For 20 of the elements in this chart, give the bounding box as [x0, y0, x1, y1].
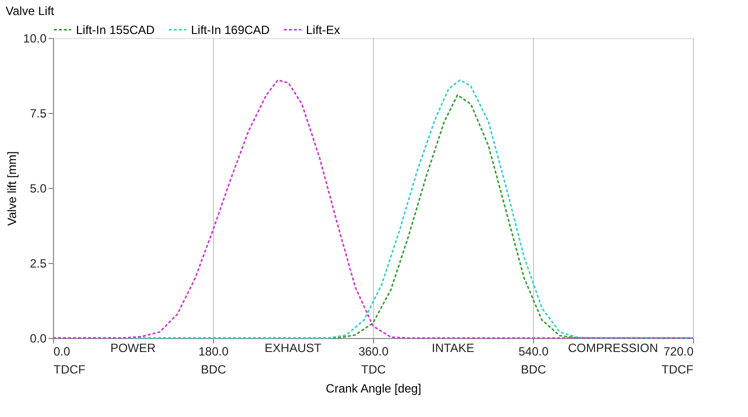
x-tick-label: 180.0 BDC	[198, 344, 229, 376]
text: POWER	[110, 341, 156, 355]
x-tick-label: 0.0 TDCF	[54, 344, 86, 376]
y-axis-title: Valve lift [mm]	[5, 151, 20, 226]
legend-label: Lift-In 169CAD	[191, 22, 270, 37]
x-axis-title: Crank Angle [deg]	[326, 382, 422, 396]
text: COMPRESSION	[568, 341, 658, 355]
x-tick-label: 360.0 TDC	[358, 344, 389, 376]
x-tick-label: 540.0 BDC	[518, 344, 549, 376]
x-tick-label: 720.0 TDCF	[662, 344, 694, 376]
text: INTAKE	[432, 341, 474, 355]
y-tick-label: 10.0	[23, 32, 47, 46]
text: EXHAUST	[264, 341, 322, 355]
y-tick-label: 7.5	[30, 106, 47, 120]
y-tick-label: 0.0	[30, 332, 47, 346]
y-tick-label: 2.5	[30, 256, 47, 270]
legend-label: Lift-In 155CAD	[76, 22, 156, 37]
chart-title: Valve Lift	[6, 4, 55, 18]
legend-label: Lift-Ex	[306, 22, 340, 37]
y-tick-label: 5.0	[30, 182, 47, 196]
